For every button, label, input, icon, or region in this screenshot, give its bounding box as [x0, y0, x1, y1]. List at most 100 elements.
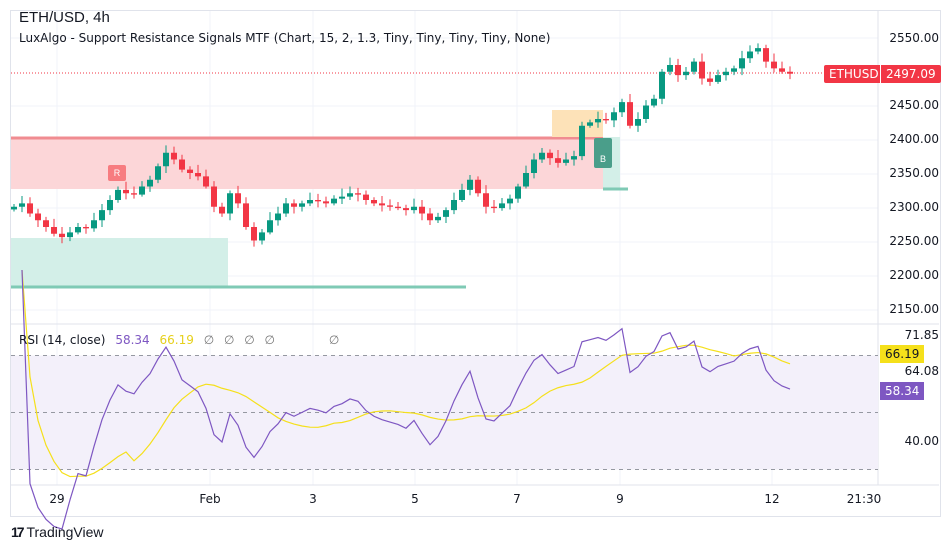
time-tick: 29 [49, 492, 65, 506]
candle-body [307, 200, 313, 204]
na-value: ∅ [264, 333, 275, 347]
resistance-zone [11, 137, 603, 189]
candle-body [139, 186, 145, 195]
price-tick: 2150.00 [889, 302, 939, 316]
candle-body [683, 71, 689, 76]
candle-body [299, 203, 305, 207]
candle-body [499, 203, 505, 209]
candle-body [739, 58, 745, 69]
rsi-legend[interactable]: RSI (14, close) 58.34 66.19 ∅ ∅ ∅ ∅ ∅ [19, 333, 345, 347]
candle-body [699, 61, 705, 79]
candle-body [107, 200, 113, 211]
rsi-tick: 71.85 [904, 328, 939, 342]
candle-body [427, 213, 433, 221]
candle-body [195, 173, 201, 177]
candle-body [755, 48, 761, 52]
symbol-title: ETH/USD, 4h [19, 9, 110, 26]
candle-body [459, 189, 465, 200]
time-tick: 3 [309, 492, 317, 506]
breakout-signal-label: B [594, 138, 612, 168]
candle-body [619, 102, 625, 113]
candle-body [339, 196, 345, 199]
candle-body [99, 210, 105, 221]
price-tick: 2250.00 [889, 234, 939, 248]
candle-body [83, 227, 89, 229]
price-tick: 2350.00 [889, 166, 939, 180]
candle-body [283, 203, 289, 214]
symbol-tag: ETHUSD [824, 65, 884, 83]
candle-body [67, 232, 73, 238]
time-tick: 12 [764, 492, 780, 506]
candle-body [123, 189, 129, 194]
candle-body [643, 105, 649, 119]
candle-body [715, 75, 721, 82]
na-value: ∅ [203, 333, 215, 347]
rsi-label: RSI (14, close) [19, 333, 106, 347]
candle-body [347, 193, 353, 197]
chart-frame [10, 10, 941, 517]
candle-body [707, 78, 713, 82]
candle-body [507, 198, 513, 204]
candle-body [763, 48, 769, 62]
candle-body [443, 210, 449, 217]
price-tick: 2400.00 [889, 132, 939, 146]
candle-body [27, 203, 33, 214]
candle-body [363, 194, 369, 200]
candle-body [315, 200, 321, 202]
rsi-line [21, 269, 791, 530]
rsi-ma-value: 66.19 [159, 333, 194, 347]
candle-body [355, 193, 361, 195]
candle-body [171, 152, 177, 160]
candle-body [267, 220, 273, 233]
support-zone [11, 238, 228, 287]
candle-body [275, 213, 281, 221]
tradingview-logo[interactable]: 17 TradingView [11, 524, 104, 540]
candle-body [91, 220, 97, 229]
candle-body [203, 176, 209, 187]
candle-body [651, 98, 657, 106]
tv-logo-icon: 17 [11, 524, 25, 540]
rsi-tag: 58.34 [880, 382, 925, 400]
candle-body [563, 159, 569, 163]
candle-body [539, 152, 545, 160]
candle-body [515, 186, 521, 199]
candle-body [723, 71, 729, 76]
candle-body [779, 68, 785, 72]
candle-body [35, 213, 41, 221]
rsi-tick: 64.08 [904, 364, 939, 378]
candle-body [659, 71, 665, 99]
candle-body [675, 65, 681, 76]
candle-body [51, 227, 57, 234]
candle-body [667, 65, 673, 72]
resistance-signal-label: R [108, 165, 126, 181]
rsi-tick: 40.00 [904, 434, 939, 448]
candle-body [595, 119, 601, 123]
candle-body [323, 201, 329, 204]
candle-body [547, 152, 553, 159]
time-tick: 21:30 [846, 492, 882, 506]
candle-body [571, 156, 577, 160]
indicator-legend[interactable]: LuxAlgo - Support Resistance Signals MTF… [19, 31, 551, 45]
time-tick: 9 [616, 492, 624, 506]
na-value: ∅ [328, 333, 340, 347]
na-value: ∅ [223, 333, 235, 347]
rsi-ma-tag: 66.19 [880, 345, 925, 363]
price-tick: 2450.00 [889, 98, 939, 112]
candle-body [259, 232, 265, 241]
candle-body [531, 159, 537, 173]
candle-body [251, 227, 257, 241]
candle-body [179, 159, 185, 170]
candle-body [603, 119, 609, 121]
candle-body [403, 208, 409, 211]
candle-body [155, 166, 161, 180]
candle-body [419, 206, 425, 214]
candle-body [611, 112, 617, 121]
candle-body [211, 186, 217, 207]
candle-body [435, 216, 441, 221]
candle-body [43, 220, 49, 227]
candle-body [75, 227, 81, 233]
candle-body [523, 173, 529, 187]
candle-body [771, 61, 777, 69]
